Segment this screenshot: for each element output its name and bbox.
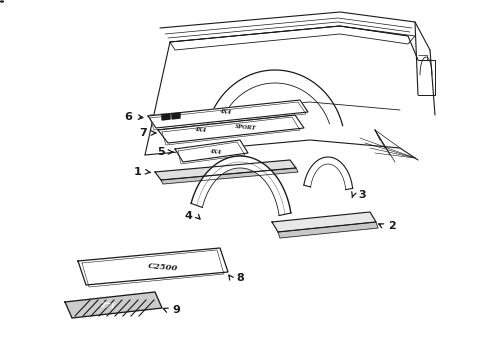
Polygon shape <box>155 160 296 180</box>
Text: 4: 4 <box>184 211 192 221</box>
Text: 8: 8 <box>236 273 244 283</box>
Polygon shape <box>191 156 291 216</box>
Polygon shape <box>278 222 378 238</box>
Text: 5: 5 <box>157 147 165 157</box>
Text: 1: 1 <box>134 167 142 177</box>
Text: 9: 9 <box>172 305 180 315</box>
Polygon shape <box>304 157 353 190</box>
Text: SPORT: SPORT <box>235 123 257 130</box>
Polygon shape <box>172 113 180 119</box>
Text: 2: 2 <box>388 221 396 231</box>
Polygon shape <box>158 115 304 143</box>
Polygon shape <box>175 140 248 162</box>
Text: 4X4: 4X4 <box>220 109 232 115</box>
Polygon shape <box>65 292 162 318</box>
Polygon shape <box>148 100 308 128</box>
Polygon shape <box>272 212 376 232</box>
Text: C2500: C2500 <box>148 262 179 272</box>
Polygon shape <box>161 168 298 184</box>
Text: Z71: Z71 <box>100 301 116 311</box>
Text: 4X4: 4X4 <box>210 149 222 155</box>
Text: 4X4: 4X4 <box>195 127 207 133</box>
Text: 7: 7 <box>139 128 147 138</box>
Polygon shape <box>162 114 170 120</box>
Text: 3: 3 <box>358 190 366 200</box>
Text: 6: 6 <box>124 112 132 122</box>
Polygon shape <box>78 248 228 285</box>
